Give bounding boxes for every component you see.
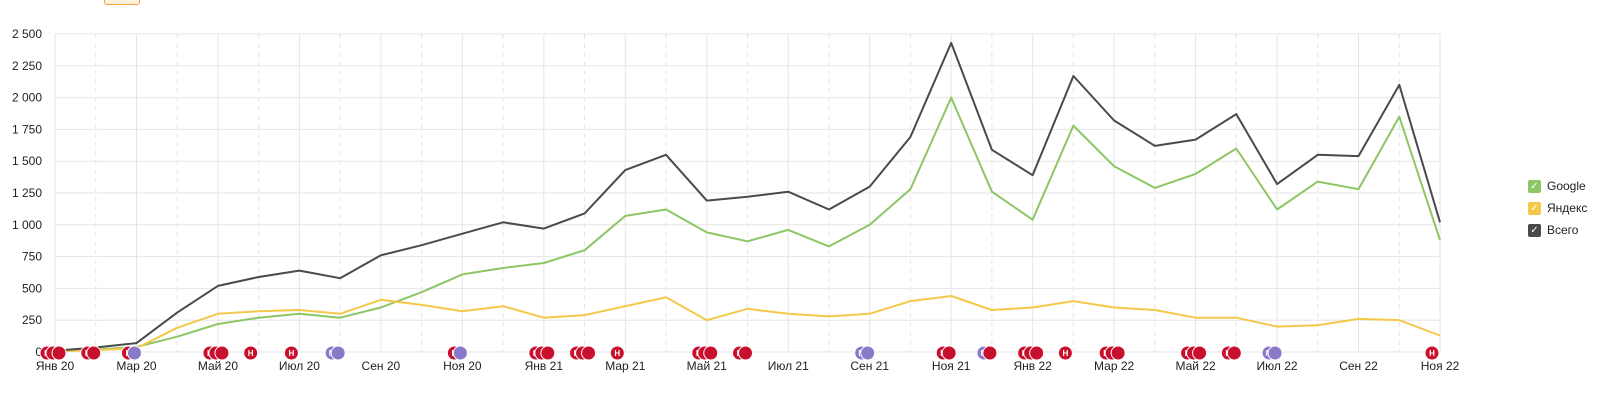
event-marker bbox=[1192, 345, 1208, 361]
event-marker bbox=[330, 345, 346, 361]
x-tick-label: Ноя 22 bbox=[1421, 359, 1460, 373]
event-marker-label: H bbox=[248, 349, 254, 358]
y-tick-label: 2 250 bbox=[12, 59, 42, 73]
x-tick-label: Мар 20 bbox=[116, 359, 156, 373]
grid bbox=[54, 33, 1441, 353]
event-marker bbox=[982, 345, 998, 361]
series-line-yandex bbox=[54, 295, 1441, 353]
checkbox-icon[interactable]: ✓ bbox=[1528, 201, 1541, 215]
event-marker bbox=[581, 345, 597, 361]
x-tick-label: Сен 21 bbox=[850, 359, 889, 373]
event-marker bbox=[1267, 345, 1283, 361]
event-marker-label: H bbox=[614, 349, 620, 358]
series-line-google bbox=[54, 96, 1441, 353]
legend: ✓ Google ✓ Яндекс ✓ Всего bbox=[1528, 175, 1587, 241]
checkbox-icon[interactable]: ✓ bbox=[1528, 223, 1541, 237]
legend-item-google[interactable]: ✓ Google bbox=[1528, 175, 1587, 197]
x-tick-label: Янв 21 bbox=[525, 359, 564, 373]
x-tick-label: Ноя 21 bbox=[932, 359, 971, 373]
event-marker bbox=[243, 345, 259, 361]
y-tick-label: 250 bbox=[22, 313, 42, 327]
x-tick-label: Янв 20 bbox=[36, 359, 75, 373]
x-tick-label: Мар 22 bbox=[1094, 359, 1134, 373]
x-axis: Янв 20 Мар 20 Май 20 Июл 20 Сен 20 Ноя 20 Янв … bbox=[36, 359, 1460, 373]
event-marker bbox=[283, 345, 299, 361]
y-tick-label: 0 bbox=[35, 345, 42, 359]
x-tick-label: Сен 22 bbox=[1339, 359, 1378, 373]
series-line-total bbox=[54, 41, 1441, 352]
event-marker bbox=[86, 345, 102, 361]
event-marker bbox=[1057, 345, 1073, 361]
event-marker-label: H bbox=[1429, 349, 1435, 358]
x-tick-label: Сен 20 bbox=[362, 359, 401, 373]
top-tab-indicator[interactable] bbox=[104, 0, 140, 5]
y-tick-label: 750 bbox=[22, 250, 42, 264]
event-marker bbox=[941, 345, 957, 361]
event-marker bbox=[51, 345, 67, 361]
event-marker bbox=[1424, 345, 1440, 361]
legend-label-total: Всего bbox=[1547, 223, 1579, 237]
event-marker bbox=[738, 345, 753, 361]
event-marker-label: H bbox=[1062, 349, 1068, 358]
x-tick-label: Май 21 bbox=[687, 359, 728, 373]
y-tick-label: 1 750 bbox=[12, 122, 42, 136]
x-tick-label: Июл 21 bbox=[768, 359, 809, 373]
event-marker bbox=[452, 345, 468, 361]
event-markers: HHHHHHMHHHHHHMHMHHHHHMH bbox=[39, 345, 1440, 361]
event-marker bbox=[1110, 345, 1126, 361]
x-tick-label: Май 22 bbox=[1175, 359, 1216, 373]
y-tick-label: 1 000 bbox=[12, 218, 42, 232]
event-marker bbox=[540, 345, 556, 361]
event-marker bbox=[214, 345, 230, 361]
y-tick-label: 1 250 bbox=[12, 186, 42, 200]
y-tick-label: 2 000 bbox=[12, 91, 42, 105]
legend-label-yandex: Яндекс bbox=[1547, 201, 1588, 215]
legend-item-total[interactable]: ✓ Всего bbox=[1528, 219, 1587, 241]
event-marker bbox=[1029, 345, 1045, 361]
event-marker bbox=[860, 345, 876, 361]
x-tick-label: Июл 20 bbox=[279, 359, 320, 373]
event-marker-label: H bbox=[289, 349, 295, 358]
y-tick-label: 2 500 bbox=[12, 27, 42, 41]
y-tick-label: 500 bbox=[22, 281, 42, 295]
y-tick-label: 1 500 bbox=[12, 154, 42, 168]
x-tick-label: Ноя 20 bbox=[443, 359, 482, 373]
x-tick-label: Июл 22 bbox=[1257, 359, 1298, 373]
legend-label-google: Google bbox=[1547, 179, 1586, 193]
event-marker bbox=[126, 345, 142, 361]
event-marker bbox=[609, 345, 625, 361]
x-tick-label: Мар 21 bbox=[605, 359, 645, 373]
legend-item-yandex[interactable]: ✓ Яндекс bbox=[1528, 197, 1587, 219]
event-marker bbox=[703, 345, 719, 361]
checkbox-icon[interactable]: ✓ bbox=[1528, 179, 1541, 193]
x-tick-label: Янв 22 bbox=[1013, 359, 1052, 373]
y-axis: 0 250 500 750 1 000 1 250 1 500 1 750 2 000 2 250… bbox=[12, 27, 42, 359]
event-marker bbox=[1226, 345, 1242, 361]
x-tick-label: Май 20 bbox=[198, 359, 239, 373]
series-lines bbox=[54, 41, 1441, 353]
